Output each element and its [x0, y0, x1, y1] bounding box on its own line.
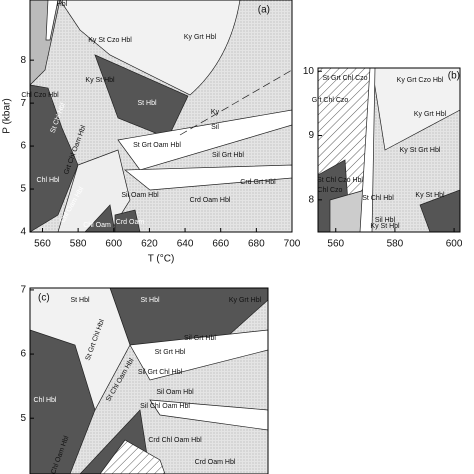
field-label: Chl Oam	[83, 222, 111, 229]
field-label: Crd Grt Hbl	[240, 179, 276, 186]
panel-b-fields	[318, 68, 460, 232]
panel-label: (b)	[448, 71, 460, 82]
field-label: St Hbl	[70, 297, 90, 304]
y-axis-label: P (kbar)	[2, 98, 13, 133]
field-label: St Grt Hbl	[155, 349, 186, 356]
field-label: Ky St Hbl	[370, 223, 400, 230]
panel-label: (c)	[38, 293, 50, 304]
x-tick-label: 560	[34, 239, 51, 250]
field-label: St Chl Czo Hbl	[317, 177, 363, 184]
panel-c-fields	[30, 288, 268, 474]
field-label: Ky St Czo Hbl	[88, 37, 132, 44]
field-label: Crd Chl Oam Hbl	[148, 437, 202, 444]
y-tick-label: 7	[20, 98, 26, 109]
field-label: Sil	[211, 124, 219, 131]
field-label: Sil Oam Hbl	[121, 192, 159, 199]
panel-label: (a)	[258, 5, 270, 16]
x-tick-label: 660	[212, 239, 229, 250]
field-label: Ky	[211, 109, 220, 116]
x-tick-label: 620	[141, 239, 158, 250]
field-label: St Grt Chl Czo	[322, 75, 367, 82]
x-axis-label: T (°C)	[148, 254, 175, 265]
field-label: Chl Czo	[318, 187, 343, 194]
field-label: Sil Grt Hbl	[184, 335, 216, 342]
y-tick-label: 9	[308, 130, 314, 141]
field-label: Sil Hbl	[375, 217, 396, 224]
field-label: Ky Grt Hbl	[414, 111, 447, 118]
y-tick-label: 4	[20, 227, 26, 238]
panel-b-frame	[317, 67, 461, 233]
field-label: St Hbl	[137, 100, 157, 107]
field-label: Ky St Grt Hbl	[400, 147, 441, 154]
x-tick-label: 560	[327, 239, 344, 250]
y-tick-label: 8	[308, 194, 314, 205]
y-tick-label: 10	[303, 66, 315, 77]
field-label: Ky St Hbl	[415, 192, 445, 199]
panel-a-fields	[30, 0, 292, 232]
field-label: Chl Hbl	[37, 177, 60, 184]
y-tick-label: 6	[20, 349, 26, 360]
field-label: Ky Grt Hbl	[229, 297, 262, 304]
x-tick-label: 600	[105, 239, 122, 250]
field-label: St Hbl	[140, 297, 160, 304]
x-tick-label: 580	[387, 239, 404, 250]
y-tick-label: 7	[20, 285, 26, 296]
x-tick-label: 600	[446, 239, 463, 250]
field-label: St Grt Oam Hbl	[133, 142, 181, 149]
field-label: Crd Oam Hbl	[195, 459, 236, 466]
field-label: Sil Oam Hbl	[156, 389, 194, 396]
field-label: Chl Czo Hbl	[21, 92, 59, 99]
x-tick-label: 680	[248, 239, 265, 250]
y-tick-label: 5	[20, 413, 26, 424]
panel-a-frame	[29, 0, 293, 233]
field-label: Grt Chl Czo	[312, 97, 349, 104]
field-label: Sil Grt Hbl	[212, 152, 244, 159]
x-tick-label: 700	[284, 239, 301, 250]
y-tick-label: 5	[20, 184, 26, 195]
y-tick-label: 6	[20, 141, 26, 152]
field-label: St Chl Hbl	[362, 195, 394, 202]
field-label: Sil Grt Chl Hbl	[138, 369, 183, 376]
field-label: Chl Hbl	[34, 397, 57, 404]
field-label: Sil Chl Oam Hbl	[140, 403, 190, 410]
field-label: Ky St Hbl	[85, 77, 115, 84]
field-label: Crd Oam Hbl	[190, 197, 231, 204]
x-tick-label: 640	[177, 239, 194, 250]
field-label: Hbl	[57, 1, 68, 8]
field-label: Crd Oam	[116, 219, 145, 226]
field-label: Ky Grt Hbl	[184, 34, 217, 41]
y-tick-label: 8	[20, 55, 26, 66]
x-tick-label: 580	[70, 239, 87, 250]
field-label: Ky Grt Czo Hbl	[397, 77, 444, 84]
panel-c-frame	[29, 287, 269, 474]
